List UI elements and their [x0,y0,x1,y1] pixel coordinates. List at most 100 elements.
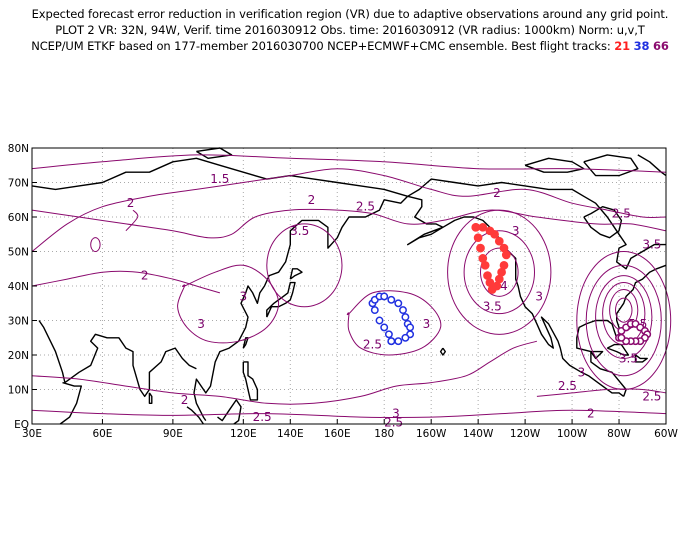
flight-track-38-point [387,295,396,304]
coastline [407,178,666,270]
coastline [242,361,259,401]
lat-tick-label: 20N [8,350,29,362]
coastline [634,354,648,363]
title-line-1: Expected forecast error reduction in ver… [31,7,669,21]
flight-track-21-point [492,281,502,291]
flight-track-38-point [406,323,415,332]
flight-track-21-point [471,222,481,232]
flight-track-21-point [473,233,483,243]
lon-tick-label: 60E [92,428,112,440]
flight-track-21-point [494,274,504,284]
flight-track-38-point [401,313,410,322]
flight-track-38-point [401,333,410,342]
contour-line [31,270,221,294]
contour-label: 3 [423,317,431,331]
lon-tick-label: 80W [607,428,631,440]
flight-track-21-point [478,222,488,232]
contour-labels: 1.5222.522.53.533.524333.5335.52.53.532.… [127,172,662,429]
flight-track-21-point [478,254,488,263]
flight-track-66-point [617,333,626,342]
contour-label: 3.5 [290,224,309,238]
contour-label: 2.5 [356,200,375,214]
flight-track-21-point [499,260,509,270]
contour-label: 3 [392,407,400,421]
contour-label: 2.5 [612,207,631,221]
flight-track-38-point [380,292,389,301]
lat-tick-label: 10N [8,385,29,397]
coastline [242,337,249,349]
lat-tick-label: EQ [14,419,29,431]
contour-line [31,340,538,405]
plot-header: Expected forecast error reduction in ver… [0,6,700,54]
contour-line [614,297,633,323]
lon-tick-label: 100W [557,428,588,440]
flight-track-38-point [394,337,403,346]
coastline [289,268,303,280]
flight-track-38-point [384,330,393,339]
contour-line [31,168,667,252]
lat-tick-label: 30N [8,316,29,328]
title-line-3-text: NCEP/UM ETKF based on 177-member 2016030… [31,39,611,53]
contour-line [346,290,442,356]
contour-label: 3.5 [483,300,502,314]
track-66-label: 66 [652,39,669,53]
coastline [439,347,446,356]
flight-track-38-point [370,306,379,315]
flight-track-38-point [375,316,384,325]
contour-label: 1.5 [210,172,229,186]
lat-tick-label: 40N [8,281,29,293]
coastline [606,343,630,356]
contour-line [447,209,552,335]
lon-tick-label: 60W [654,428,678,440]
flight-track-21-point [485,226,495,236]
contour-lines [31,154,672,419]
contour-label: 2 [181,393,189,407]
title-line-2: PLOT 2 VR: 32N, 94W, Verif. time 2016030… [55,23,645,37]
flight-track-21-point [480,260,490,270]
contour-line [576,251,672,390]
contour-line [609,288,639,332]
lon-tick-label: 120E [230,428,257,440]
coastline [583,154,639,177]
lon-tick-label: 90E [163,428,183,440]
flight-track-38-point [387,337,396,346]
coastline [59,381,82,425]
contour-label: 2 [141,269,149,283]
contour-label: 3 [578,365,586,379]
lon-tick-label: 120W [510,428,541,440]
track-38-label: 38 [633,39,650,53]
flight-track-21-point [483,271,492,280]
contour-line [177,264,280,344]
lat-tick-label: 50N [8,247,29,259]
flight-track-38-point [380,323,389,332]
flight-track-21-point [499,243,509,253]
contour-line [585,264,662,377]
contour-label: 2 [493,186,501,200]
contour-label: 2 [308,193,316,207]
contour-label: 4 [500,279,508,293]
contour-line [595,275,653,359]
contour-label: 2 [587,407,595,421]
track-21-label: 21 [614,39,631,53]
contour-label: 2.5 [642,389,661,403]
contour-line [536,388,667,397]
flight-track-38-point [399,306,407,315]
contour-label: 3 [512,224,520,238]
contour-label: 2.5 [558,379,577,393]
coastline [186,406,204,425]
contour-label: 2.5 [253,410,272,424]
flight-tracks [368,222,652,346]
contour-line [31,208,667,239]
contour-line [266,223,343,308]
coastline [583,206,623,239]
contour-label: 2.5 [384,415,403,429]
contour-line [90,237,101,252]
coastline [637,154,667,177]
latitude-axis: EQ 10N 20N 30N 40N 50N 60N 70N 80N [8,143,37,431]
coastline [407,195,625,397]
lon-tick-label: 140W [463,428,494,440]
lat-tick-label: 60N [8,212,29,224]
flight-track-21-point [497,267,506,277]
contour-line [463,230,536,315]
longitude-axis: 30E 60E 90E 120E 140E 160E 180 160W 140W 120W 100W… [22,419,678,440]
